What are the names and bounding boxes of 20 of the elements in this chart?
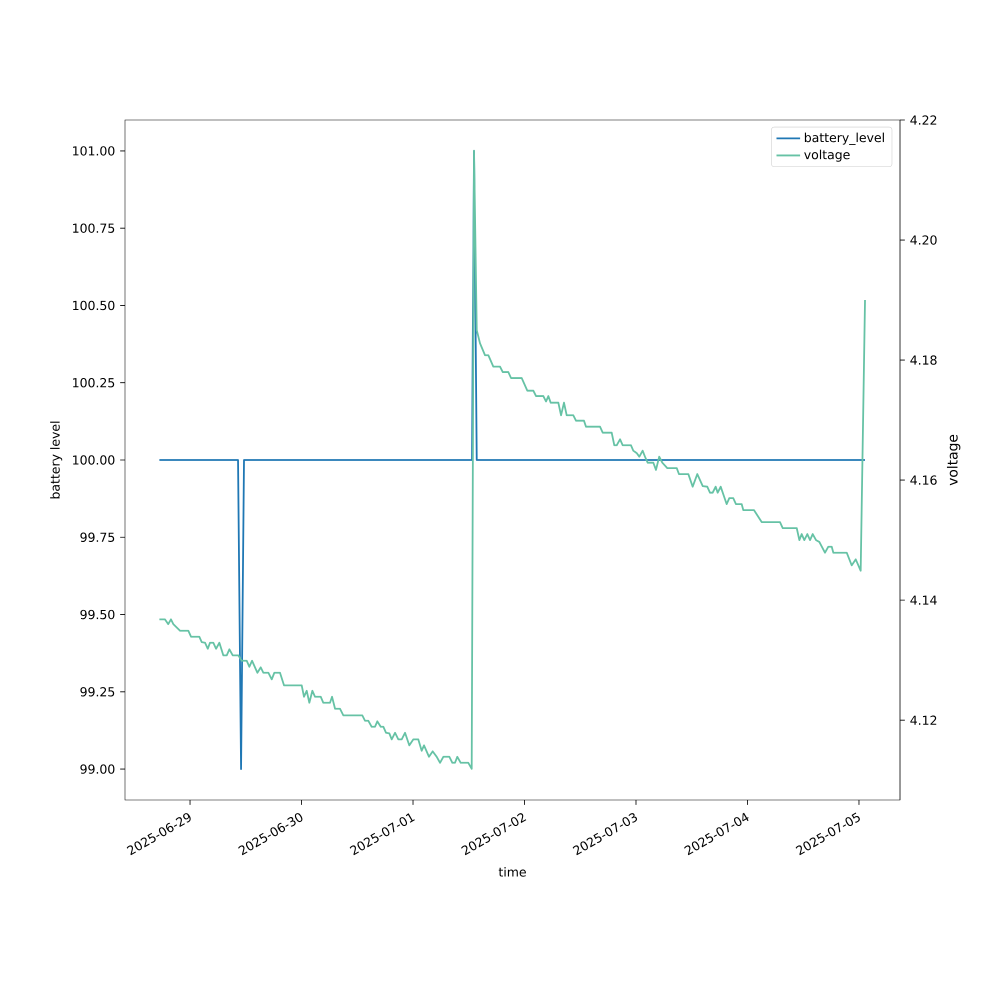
y-tick-label: 100.75 — [73, 223, 114, 233]
legend-label: battery_level — [804, 132, 884, 145]
y-tick-label: 100.50 — [73, 300, 114, 310]
y2-tick-label: 4.12 — [910, 716, 936, 725]
y-tick-label: 100.00 — [73, 455, 114, 465]
y2-tick-label: 4.22 — [910, 115, 936, 125]
y2-tick-label: 4.20 — [910, 235, 937, 245]
y2-tick-label: 4.14 — [910, 596, 937, 605]
y2-tick-label: 4.16 — [910, 475, 937, 485]
y-tick-label: 99.75 — [80, 532, 114, 542]
y-tick-label: 99.50 — [80, 610, 114, 620]
x-axis-title: time — [498, 867, 526, 877]
y2-tick-label: 4.18 — [910, 355, 937, 365]
y-tick-label: 100.25 — [73, 378, 114, 388]
y-tick-label: 99.25 — [80, 687, 114, 697]
y2-axis-title: voltage — [946, 434, 960, 486]
y-tick-label: 99.00 — [80, 764, 114, 774]
y-tick-label: 101.00 — [73, 146, 114, 156]
legend-label: voltage — [804, 150, 850, 162]
y-axis-title: battery level — [50, 422, 62, 498]
